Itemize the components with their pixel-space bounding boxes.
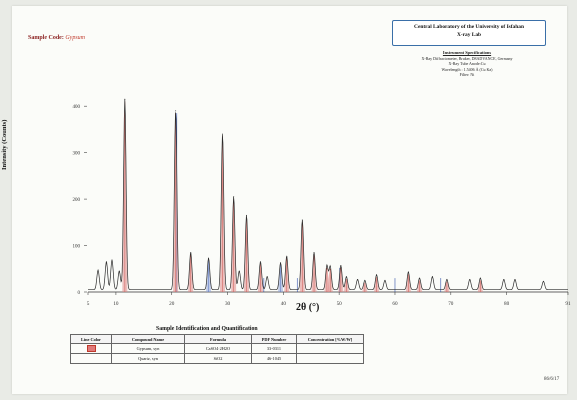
peak-point xyxy=(238,270,240,272)
peak-point xyxy=(222,133,224,135)
instrument-specs: Instrument Specifications X-Ray Diffract… xyxy=(382,50,552,78)
peak-point xyxy=(469,278,471,280)
report-sheet xyxy=(12,6,567,394)
concentration-cell xyxy=(296,353,364,364)
peak-point xyxy=(124,98,126,100)
x-tick-label: 70 xyxy=(448,301,454,307)
col-header: PDF Number xyxy=(251,334,297,344)
table-title: Sample Identification and Quantification xyxy=(156,326,258,332)
x-tick-label: 50 xyxy=(337,301,343,307)
peak-point xyxy=(357,278,359,280)
peak-point xyxy=(345,276,347,278)
x-tick-label: 60 xyxy=(392,301,398,307)
col-header: Formula xyxy=(184,334,252,344)
peak-point xyxy=(503,278,505,280)
peak-point xyxy=(313,252,315,254)
peak-point xyxy=(208,257,210,259)
peak-point xyxy=(97,269,99,271)
spec-line: Filter: Ni xyxy=(459,72,475,77)
quantification-table: Line Color Compound Name Formula PDF Num… xyxy=(70,334,364,364)
y-tick-label: 0 xyxy=(78,291,81,296)
peak-point xyxy=(259,261,261,263)
peak-point xyxy=(111,259,113,261)
x-tick-label: 5 xyxy=(87,301,90,307)
line-color-cell xyxy=(70,353,112,364)
peak-point xyxy=(542,280,544,282)
spec-line: X-Ray Tube Anode:Cu xyxy=(448,61,486,66)
peak-point xyxy=(364,279,366,281)
col-header: Concentration [%W/W] xyxy=(296,334,364,344)
lab-title: Central Laboratory of the University of … xyxy=(414,24,524,30)
formula-cell: SiO2 xyxy=(184,353,252,364)
x-tick-label: 20 xyxy=(169,301,175,307)
peak-point xyxy=(266,276,268,278)
concentration-cell xyxy=(296,343,364,354)
y-tick-label: 200 xyxy=(73,198,81,203)
x-tick-label: 40 xyxy=(281,301,287,307)
line-color-cell xyxy=(70,343,112,354)
peak-point xyxy=(419,277,421,279)
col-header: Compound Name xyxy=(111,334,185,344)
peak-point xyxy=(246,214,248,216)
x-tick-label: 30 xyxy=(225,301,231,307)
peak-point xyxy=(233,196,235,198)
peak-point xyxy=(286,255,288,257)
peak-point xyxy=(175,110,177,112)
y-tick-label: 100 xyxy=(73,245,81,250)
x-tick-label: 80 xyxy=(504,301,510,307)
peak-point xyxy=(479,277,481,279)
sample-code-label: Sample Code: xyxy=(28,35,64,41)
peak-point xyxy=(326,265,328,267)
compound-cell: Quartz, syn xyxy=(111,353,185,364)
x-tick-label: 10 xyxy=(113,301,119,307)
table-row: Quartz, syn SiO2 46-1045 xyxy=(70,353,364,364)
line-color-swatch xyxy=(86,345,96,352)
peak-point xyxy=(407,271,409,273)
lab-subtitle: X-ray Lab xyxy=(456,32,482,38)
y-tick-label: 400 xyxy=(73,105,81,110)
peak-point xyxy=(431,276,433,278)
sample-code-value: Gypsum xyxy=(65,35,86,41)
formula-cell: CaSO4·2H2O xyxy=(184,343,252,354)
report-date: 86/6/17 xyxy=(544,377,560,382)
spec-heading: Instrument Specifications xyxy=(442,50,492,55)
x-tick-label: 91 xyxy=(565,301,571,307)
peak-point xyxy=(376,274,378,276)
pdf-cell: 46-1045 xyxy=(251,353,297,364)
peak-point xyxy=(280,262,282,264)
diffraction-pattern-line xyxy=(88,99,568,291)
peak-point xyxy=(514,278,516,280)
col-header: Line Color xyxy=(70,334,112,344)
peak-point xyxy=(105,261,107,263)
peak-point xyxy=(301,219,303,221)
peak-point xyxy=(446,278,448,280)
y-axis-label: Intensity (Counts) xyxy=(1,119,8,170)
compound-cell: Gypsum, syn xyxy=(111,343,185,354)
spec-line: Wavelength : 1.5406 Å (Cu Ka) xyxy=(441,66,493,72)
peak-point xyxy=(340,265,342,267)
peak-point xyxy=(384,279,386,281)
sample-code: Sample Code: Gypsum xyxy=(28,35,85,41)
peak-point xyxy=(118,270,120,272)
table-header-row: Line Color Compound Name Formula PDF Num… xyxy=(70,334,364,344)
peak-point xyxy=(190,252,192,254)
table-row: Gypsum, syn CaSO4·2H2O 33-0311 xyxy=(70,343,364,354)
peak-point xyxy=(329,265,331,267)
spec-line: X-Ray Diffractometer, Bruker, D8ADVANCE,… xyxy=(421,55,513,61)
x-axis-label: 2θ (°) xyxy=(296,302,320,313)
lab-title-box: Central Laboratory of the University of … xyxy=(392,20,546,46)
pdf-cell: 33-0311 xyxy=(251,343,297,354)
y-tick-label: 300 xyxy=(73,152,81,157)
